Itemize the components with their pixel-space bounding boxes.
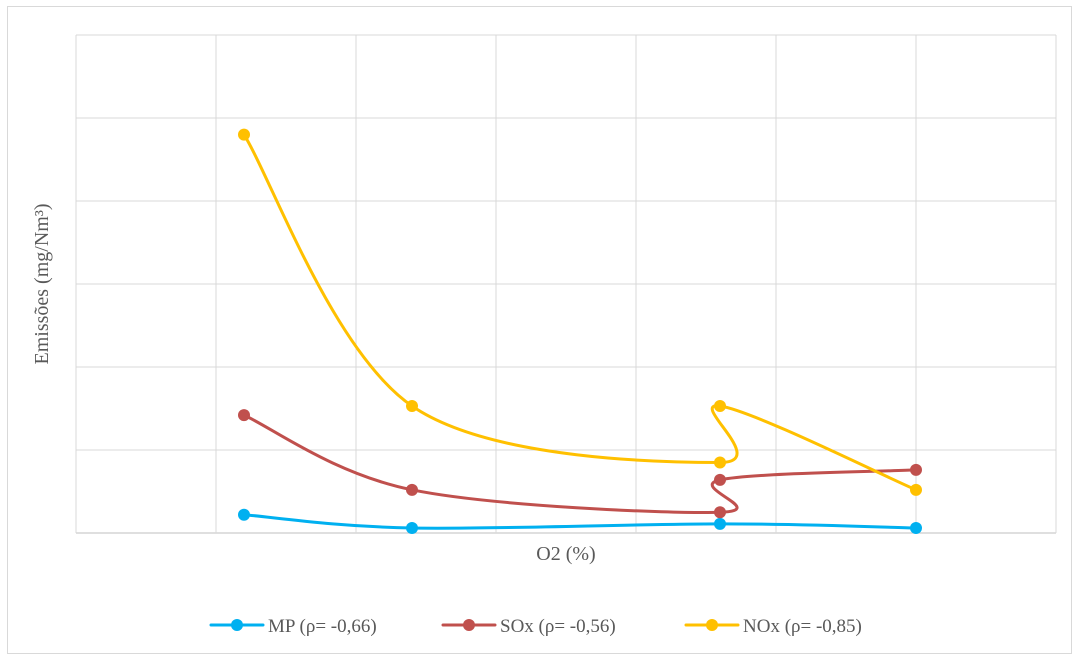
gridlines — [75, 34, 1057, 534]
data-point-nox — [238, 128, 250, 141]
series-lines — [242, 133, 918, 530]
legend-item-sox: SOx (ρ= -0,56) — [441, 616, 616, 637]
legend-item-nox: NOx (ρ= -0,85) — [684, 616, 862, 637]
series-line-nox — [242, 133, 918, 492]
data-point-sox — [714, 506, 726, 519]
series-markers — [238, 128, 922, 535]
chart-frame — [7, 6, 1072, 654]
data-point-nox — [910, 483, 922, 496]
data-point-nox — [714, 456, 726, 469]
x-axis-title: O2 (%) — [536, 543, 595, 565]
legend: MP (ρ= -0,66) SOx (ρ= -0,56) NOx (ρ= -0,… — [209, 616, 862, 637]
data-point-sox — [406, 483, 418, 496]
legend-label-sox: SOx (ρ= -0,56) — [500, 616, 616, 637]
legend-marker-sox — [463, 619, 475, 631]
data-point-sox — [238, 409, 250, 422]
legend-marker-mp — [231, 619, 243, 631]
series-line-mp — [242, 513, 918, 530]
legend-label-mp: MP (ρ= -0,66) — [268, 616, 377, 637]
series-line-sox — [242, 413, 918, 514]
data-point-sox — [714, 473, 726, 486]
legend-item-mp: MP (ρ= -0,66) — [209, 616, 377, 637]
legend-label-nox: NOx (ρ= -0,85) — [743, 616, 862, 637]
legend-marker-nox — [706, 619, 718, 631]
y-axis-title: Emissões (mg/Nm³) — [31, 204, 53, 365]
data-point-mp — [714, 517, 726, 530]
data-point-nox — [714, 400, 726, 413]
data-point-mp — [910, 522, 922, 535]
data-point-nox — [406, 400, 418, 413]
data-point-mp — [238, 508, 250, 521]
data-point-sox — [910, 463, 922, 476]
data-point-mp — [406, 522, 418, 535]
